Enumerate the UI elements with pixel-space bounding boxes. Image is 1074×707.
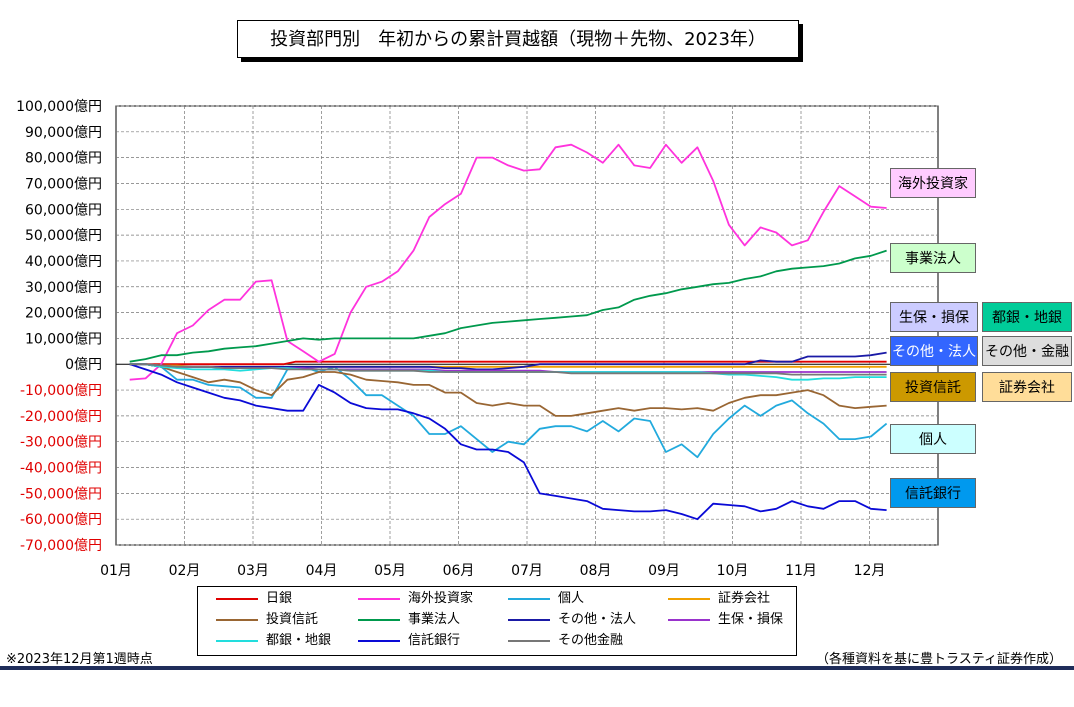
- tag-city-regional-banks: 都銀・地銀: [982, 302, 1072, 332]
- legend-swatch: [508, 597, 550, 600]
- tag-business-corporations: 事業法人: [890, 243, 976, 273]
- legend-item: 海外投資家: [358, 589, 473, 609]
- series-line: [129, 363, 887, 417]
- legend-swatch: [508, 639, 550, 642]
- footer-note: ※2023年12月第1週時点: [6, 652, 153, 667]
- y-tick-label: 90,000億円: [25, 125, 102, 141]
- legend-label: 事業法人: [408, 612, 461, 627]
- legend-swatch: [668, 618, 710, 621]
- tag-foreign-investors: 海外投資家: [890, 168, 976, 198]
- bottom-rule: [0, 666, 1074, 670]
- x-axis-labels: 01月 02月 03月 04月 05月 06月 07月 08月 09月 10月 11月 12月: [100, 563, 885, 579]
- x-tick-label: 11月: [785, 563, 817, 579]
- legend-item: 都銀・地銀: [216, 631, 331, 651]
- x-tick-label: 08月: [580, 563, 612, 579]
- y-tick-label: -30,000億円: [20, 435, 102, 451]
- y-tick-label: -60,000億円: [20, 512, 102, 528]
- tag-trust-banks: 信託銀行: [890, 478, 976, 508]
- y-tick-label: -70,000億円: [20, 538, 102, 554]
- y-tick-label: 30,000億円: [25, 280, 102, 296]
- chart-title: 投資部門別 年初からの累計買越額（現物＋先物、2023年）: [237, 20, 799, 58]
- y-tick-label: 10,000億円: [25, 331, 102, 347]
- x-tick-label: 04月: [306, 563, 338, 579]
- x-tick-label: 10月: [717, 563, 749, 579]
- legend-item: 信託銀行: [358, 631, 460, 651]
- series-line: [129, 363, 887, 521]
- legend-swatch: [216, 639, 258, 642]
- tag-investment-trusts: 投資信託: [890, 372, 976, 402]
- x-tick-label: 07月: [511, 563, 543, 579]
- series-lines: [129, 143, 888, 521]
- tag-life-nonlife-insurance: 生保・損保: [890, 302, 978, 332]
- legend-swatch: [668, 597, 710, 600]
- legend-label: 投資信託: [266, 612, 319, 627]
- legend-item: 証券会社: [668, 589, 770, 609]
- tag-individuals: 個人: [890, 424, 976, 454]
- y-axis-labels: 100,000億円 90,000億円 80,000億円 70,000億円 60,000億…: [16, 99, 102, 554]
- legend-item: 事業法人: [358, 610, 460, 630]
- y-tick-label: 20,000億円: [25, 306, 102, 322]
- legend-label: 海外投資家: [408, 591, 474, 606]
- legend-item: その他・法人: [508, 610, 636, 630]
- grid: [115, 105, 939, 546]
- y-tick-label: -40,000億円: [20, 461, 102, 477]
- legend: 日銀 海外投資家 個人 証券会社 投資信託 事業法人 その他・法人 生保・損保 …: [197, 586, 797, 656]
- legend-label: 個人: [558, 591, 585, 606]
- legend-label: 証券会社: [718, 591, 771, 606]
- legend-label: その他・法人: [558, 612, 637, 627]
- legend-label: 信託銀行: [408, 633, 461, 648]
- legend-label: その他金融: [558, 633, 624, 648]
- legend-item: 個人: [508, 589, 584, 609]
- series-line: [129, 143, 887, 381]
- y-tick-label: 80,000億円: [25, 151, 102, 167]
- legend-swatch: [216, 618, 258, 621]
- tag-other-corporations: その他・法人: [890, 336, 978, 366]
- series-line: [129, 363, 888, 459]
- y-tick-label: -20,000億円: [20, 409, 102, 425]
- y-tick-label: -50,000億円: [20, 486, 102, 502]
- series-line: [129, 249, 887, 363]
- y-tick-label: -10,000億円: [20, 383, 102, 399]
- series-line: [129, 351, 887, 371]
- y-tick-label: 100,000億円: [16, 99, 102, 115]
- legend-item: 投資信託: [216, 610, 318, 630]
- y-tick-label: 40,000億円: [25, 254, 102, 270]
- y-tick-label: 70,000億円: [25, 176, 102, 192]
- series-line: [129, 363, 887, 376]
- y-tick-label: 50,000億円: [25, 228, 102, 244]
- x-tick-label: 01月: [100, 563, 132, 579]
- x-tick-label: 06月: [443, 563, 475, 579]
- legend-swatch: [216, 597, 258, 600]
- legend-swatch: [358, 618, 400, 621]
- source-note: （各種資料を基に豊トラスティ証券作成）: [816, 652, 1062, 667]
- y-tick-label: 0億円: [65, 357, 102, 373]
- x-tick-label: 02月: [169, 563, 201, 579]
- legend-label: 生保・損保: [718, 612, 784, 627]
- legend-swatch: [358, 597, 400, 600]
- legend-item: 生保・損保: [668, 610, 783, 630]
- x-tick-label: 05月: [374, 563, 406, 579]
- y-tick-label: 60,000億円: [25, 202, 102, 218]
- series-line: [129, 360, 887, 366]
- legend-label: 都銀・地銀: [266, 633, 332, 648]
- tag-securities-companies: 証券会社: [982, 372, 1072, 402]
- x-tick-label: 03月: [237, 563, 269, 579]
- legend-swatch: [358, 639, 400, 642]
- x-tick-label: 12月: [854, 563, 886, 579]
- legend-item: 日銀: [216, 589, 292, 609]
- legend-item: その他金融: [508, 631, 623, 651]
- x-tick-label: 09月: [648, 563, 680, 579]
- legend-label: 日銀: [266, 591, 293, 606]
- legend-swatch: [508, 618, 550, 621]
- tag-other-financial: その他・金融: [982, 336, 1072, 366]
